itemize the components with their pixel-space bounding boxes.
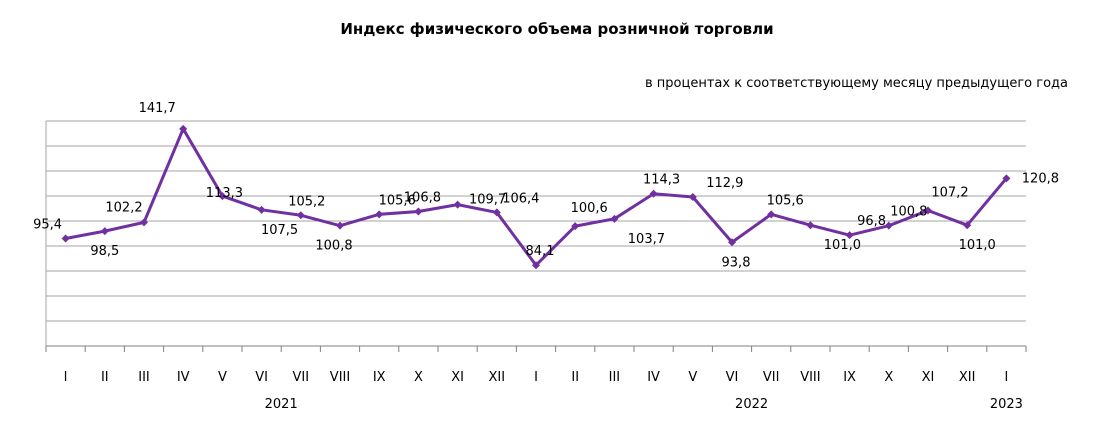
- x-tick-labels: I II III IV V VI VII VIII IX X XI XII I II III IV V VI VII…: [64, 370, 1009, 385]
- data-point: [179, 124, 188, 133]
- data-label: 93,8: [722, 255, 751, 270]
- data-label: 100,8: [890, 205, 927, 220]
- data-point: [257, 205, 266, 214]
- data-point: [688, 193, 697, 202]
- data-point: [218, 192, 227, 201]
- data-label: 105,6: [379, 193, 416, 208]
- data-label: 106,4: [502, 191, 539, 206]
- data-point: [375, 210, 384, 219]
- data-point: [414, 207, 423, 216]
- data-point: [61, 234, 70, 243]
- data-point: [336, 221, 344, 230]
- data-point: [100, 227, 109, 236]
- year-label: 2021: [265, 397, 298, 412]
- data-label: 113,3: [206, 186, 243, 201]
- chart-subtitle: в процентах к соответствующему месяцу пр…: [645, 76, 1068, 91]
- x-tick-label: IX: [373, 370, 386, 385]
- x-tick-label: V: [688, 370, 697, 385]
- data-point: [492, 208, 501, 217]
- data-label: 114,3: [643, 173, 680, 188]
- data-point: [610, 214, 619, 223]
- data-point: [140, 218, 148, 227]
- x-tick-label: I: [534, 370, 538, 385]
- data-label: 95,4: [33, 217, 62, 232]
- x-tick-label: II: [101, 370, 109, 385]
- data-label: 120,8: [1022, 171, 1059, 186]
- x-tick-label: XII: [489, 370, 506, 385]
- data-label: 107,2: [931, 186, 968, 201]
- x-tick-label: VI: [255, 370, 268, 385]
- x-tick-label: III: [609, 370, 621, 385]
- x-axis: [45, 345, 1027, 352]
- data-label: 101,0: [959, 238, 996, 253]
- x-tick-label: XI: [922, 370, 935, 385]
- x-tick-label: XII: [959, 370, 976, 385]
- data-label: 112,9: [706, 176, 743, 191]
- data-label: 106,8: [404, 190, 441, 205]
- data-points: [61, 124, 1011, 270]
- x-tick-label: VIII: [800, 370, 820, 385]
- data-label: 109,7: [469, 193, 506, 208]
- data-labels: 95,4 98,5 102,2 141,7 113,3 107,5 105,2 100,8 10…: [33, 101, 1059, 270]
- data-label: 141,7: [139, 101, 176, 116]
- data-label: 102,2: [105, 200, 142, 215]
- x-tick-label: VIII: [330, 370, 350, 385]
- data-point: [571, 222, 580, 231]
- x-tick-label: X: [884, 370, 893, 385]
- x-tick-label: V: [218, 370, 227, 385]
- data-point: [924, 206, 932, 215]
- x-tick-label: I: [1004, 370, 1008, 385]
- data-label: 105,6: [767, 193, 804, 208]
- data-label: 101,0: [824, 238, 861, 253]
- data-label: 103,7: [628, 232, 665, 247]
- data-point: [884, 221, 893, 230]
- data-point: [649, 189, 658, 198]
- data-label: 100,6: [571, 201, 608, 216]
- x-tick-label: IV: [177, 370, 190, 385]
- data-point: [296, 211, 305, 220]
- gridlines: [45, 120, 1026, 347]
- data-label: 100,8: [315, 239, 352, 254]
- x-tick-label: I: [64, 370, 68, 385]
- x-tick-label: VI: [726, 370, 739, 385]
- year-labels: 2021 2022 2023: [265, 397, 1023, 412]
- chart-title: Индекс физического объема розничной торг…: [340, 20, 774, 38]
- data-point: [1002, 174, 1011, 183]
- data-point: [806, 221, 815, 230]
- x-tick-label: VII: [763, 370, 780, 385]
- x-tick-label: VII: [293, 370, 310, 385]
- data-label: 96,8: [857, 214, 886, 229]
- x-tick-label: IV: [647, 370, 660, 385]
- data-point: [728, 238, 736, 247]
- year-label: 2022: [735, 397, 768, 412]
- x-tick-label: XI: [451, 370, 464, 385]
- data-label: 98,5: [90, 244, 119, 259]
- year-label: 2023: [990, 397, 1023, 412]
- x-tick-label: X: [414, 370, 423, 385]
- data-point: [532, 261, 540, 270]
- data-label: 84,1: [526, 244, 555, 259]
- data-point: [453, 200, 462, 209]
- data-label: 105,2: [288, 194, 325, 209]
- data-label: 107,5: [261, 223, 298, 238]
- x-tick-label: III: [138, 370, 150, 385]
- data-point: [845, 231, 854, 240]
- data-point: [963, 221, 972, 230]
- x-tick-label: II: [571, 370, 579, 385]
- x-tick-label: IX: [843, 370, 856, 385]
- data-point: [767, 210, 776, 219]
